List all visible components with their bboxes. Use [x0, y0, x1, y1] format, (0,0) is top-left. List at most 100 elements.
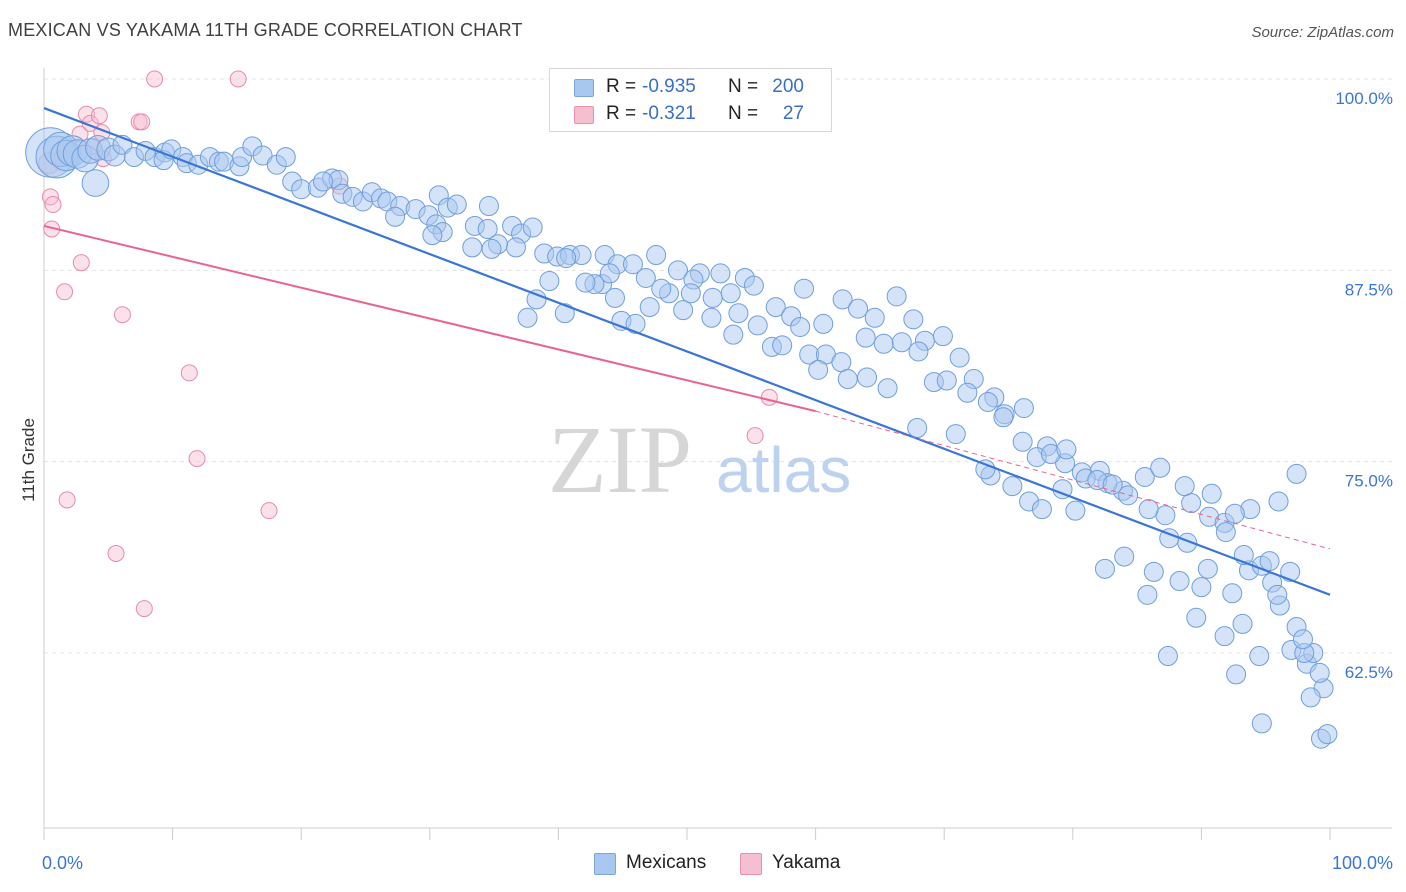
mexicans-point [625, 313, 646, 334]
mexicans-point [1232, 613, 1253, 634]
mexicans-point [710, 263, 731, 284]
yakama-point [135, 600, 153, 618]
mexicans-point [554, 303, 575, 324]
mexicans-point [1094, 558, 1115, 579]
legend-swatch-yakama [574, 106, 594, 124]
mexicans-point [936, 370, 957, 391]
mexicans-point [1300, 687, 1321, 708]
y-axis-label: 11th Grade [19, 418, 38, 502]
yakama-point [56, 283, 74, 301]
source-label: Source: ZipAtlas.com [1251, 24, 1394, 41]
mexicans-point [1169, 571, 1190, 592]
legend-n-label: N = [728, 103, 759, 124]
mexicans-point [1251, 713, 1272, 734]
mexicans-point [1056, 439, 1077, 460]
axis-labels: 62.5% 75.0% 87.5% 100.0% 0.0% 100.0% 11th Grad… [19, 89, 1393, 873]
mexicans-point [635, 267, 656, 288]
mexicans-point [1157, 646, 1178, 667]
yakama-point [44, 196, 62, 214]
mexicans-point [1143, 561, 1164, 582]
mexicans-point [1031, 499, 1052, 520]
legend-r-value: -0.935 [642, 76, 696, 97]
trend-lines [43, 107, 1331, 596]
yakama-trend-line [43, 224, 816, 413]
legend-n-label: N = [728, 76, 759, 97]
yakama-point [760, 388, 778, 406]
mexicans-point [1155, 505, 1176, 526]
mexicans-point [385, 206, 406, 227]
mexicans-point [291, 179, 312, 200]
mexicans-point [907, 417, 928, 438]
mexicans-point [949, 347, 970, 368]
mexicans-points [25, 127, 1338, 749]
mexicans-point [1013, 398, 1034, 419]
mexicans-point [891, 332, 912, 353]
mexicans-point [505, 237, 526, 258]
mexicans-point [794, 278, 815, 299]
mexicans-point [1065, 500, 1086, 521]
mexicans-point [1286, 463, 1307, 484]
legend-n-value: 200 [772, 76, 804, 97]
y-tick-label: 75.0% [1345, 472, 1393, 491]
mexicans-point [517, 307, 538, 328]
mexicans-point [977, 391, 998, 412]
mexicans-point [1197, 558, 1218, 579]
mexicans-point [667, 260, 688, 281]
mexicans-point [772, 335, 793, 356]
mexicans-point [743, 275, 764, 296]
mexicans-point [1267, 584, 1288, 605]
series-label-mexicans: Mexicans [626, 852, 707, 873]
legend-n-value: 27 [782, 103, 804, 124]
mexicans-point [864, 307, 885, 328]
mexicans-point [765, 297, 786, 318]
yakama-point [146, 70, 164, 88]
mexicans-point [1150, 457, 1171, 478]
mexicans-point [975, 459, 996, 480]
mexicans-point [831, 352, 852, 373]
mexicans-point [857, 367, 878, 388]
watermark-zip: ZIP [548, 406, 692, 513]
mexicans-point [1012, 431, 1033, 452]
mexicans-point [539, 271, 560, 292]
mexicans-point [1114, 546, 1135, 567]
mexicans-point [556, 248, 577, 269]
mexicans-point [908, 341, 929, 362]
mexicans-point [957, 382, 978, 403]
mexicans-point [477, 219, 498, 240]
mexicans-point [1317, 724, 1338, 745]
mexicans-point [877, 378, 898, 399]
mexicans-point [720, 283, 741, 304]
yakama-point [72, 254, 90, 272]
mexicans-point [1102, 474, 1123, 495]
mexicans-point [1118, 485, 1139, 506]
yakama-point [229, 70, 247, 88]
mexicans-point [646, 245, 667, 266]
mexicans-point [1191, 577, 1212, 598]
mexicans-point [701, 307, 722, 328]
legend-row-mexicans: R = -0.935 N = 200 [550, 74, 831, 100]
axes [43, 68, 1392, 840]
correlation-legend: R = -0.935 N = 200 R = -0.321 N = 27 [549, 68, 832, 132]
mexicans-point [651, 278, 672, 299]
yakama-point [260, 502, 278, 520]
yakama-point [77, 105, 95, 123]
mexicans-point [855, 327, 876, 348]
mexicans-point [1002, 476, 1023, 497]
mexicans-point [622, 254, 643, 275]
mexicans-point [848, 298, 869, 319]
mexicans-point [1174, 476, 1195, 497]
chart-title: MEXICAN VS YAKAMA 11TH GRADE CORRELATION… [8, 20, 523, 40]
mexicans-point [790, 316, 811, 337]
mexicans-point [604, 287, 625, 308]
mexicans-point [1224, 503, 1245, 524]
mexicans-point [837, 369, 858, 390]
legend-swatch-mexicans [574, 79, 594, 97]
mexicans-point [526, 289, 547, 310]
legend-row-yakama: R = -0.321 N = 27 [550, 101, 831, 127]
mexicans-point [1134, 466, 1155, 487]
mexicans-point [813, 313, 834, 334]
mexicans-point [886, 286, 907, 307]
series-label-yakama: Yakama [772, 852, 841, 873]
yakama-point [133, 113, 151, 131]
